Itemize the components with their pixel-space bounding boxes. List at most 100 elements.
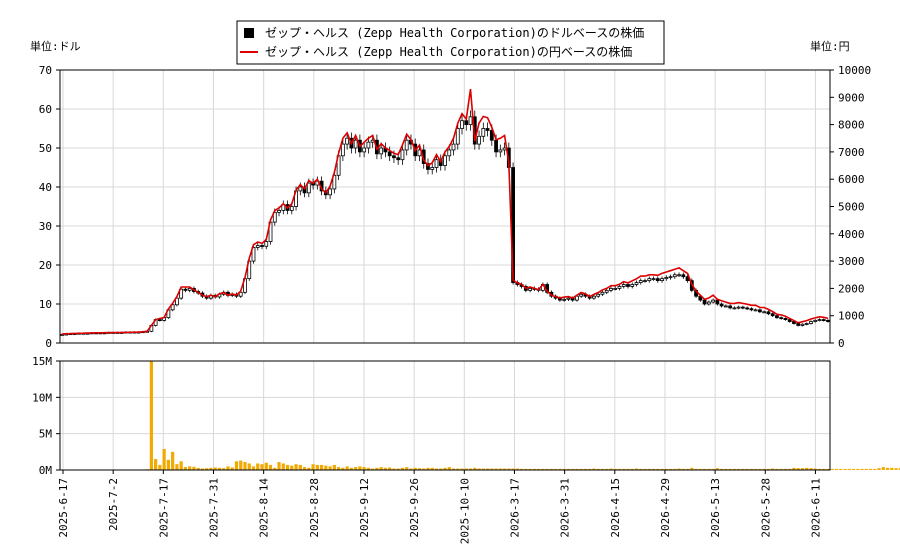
volume-bar	[162, 448, 166, 470]
volume-bar	[400, 467, 405, 470]
right-tick-label: 6000	[838, 173, 865, 186]
candle-body	[392, 155, 396, 159]
volume-axis-ticks: 0M 5M 10M 15M	[32, 355, 60, 477]
left-tick-label: 30	[39, 220, 52, 233]
volume-bar	[873, 468, 877, 470]
volume-bar	[805, 467, 809, 470]
candle-body	[255, 245, 260, 248]
volume-bar	[413, 467, 417, 470]
candle-body	[298, 186, 303, 192]
candle-body	[489, 130, 494, 141]
volume-bar	[485, 468, 490, 470]
volume-bar	[383, 467, 388, 470]
candle-body	[753, 309, 758, 312]
volume-bar	[643, 468, 647, 470]
volume-plot-frame	[59, 360, 831, 471]
x-tick-label: 2025-10-10	[458, 478, 471, 544]
volume-bar	[371, 468, 375, 470]
candle-body	[596, 293, 601, 297]
volume-bar	[341, 467, 345, 470]
volume-bar	[200, 468, 205, 470]
volume-bar	[537, 468, 541, 470]
candle-body	[651, 278, 656, 281]
candle-body	[455, 128, 460, 145]
right-axis-unit-label: 単位:円	[810, 39, 850, 53]
candle-body	[366, 141, 371, 149]
candle-body	[766, 311, 771, 315]
candle-body	[157, 319, 162, 322]
right-tick-label: 3000	[838, 255, 865, 268]
volume-bar	[571, 468, 575, 470]
volume-bar	[890, 467, 894, 470]
volume-bar	[375, 467, 379, 470]
candle-body	[609, 287, 613, 291]
volume-bar	[660, 468, 664, 470]
x-tick-label: 2026-3-17	[508, 478, 521, 538]
volume-bar	[183, 467, 188, 470]
volume-bar	[311, 464, 315, 470]
volume-bar	[294, 464, 298, 470]
left-tick-label: 0	[45, 337, 52, 350]
volume-bar	[788, 468, 792, 470]
volume-bar	[324, 465, 328, 470]
volume-bar	[332, 464, 336, 470]
volume-bar	[600, 468, 605, 470]
candle-body	[175, 297, 179, 306]
volume-bar	[826, 468, 830, 470]
volume-bar	[213, 467, 217, 470]
volume-bar	[605, 468, 609, 470]
volume-bar	[745, 468, 749, 470]
volume-bar	[319, 464, 324, 470]
volume-bar	[711, 468, 715, 470]
volume-bar	[222, 468, 226, 470]
candle-body	[468, 116, 473, 126]
volume-bar	[430, 467, 434, 470]
volume-bar	[775, 468, 779, 470]
candle-body	[783, 318, 788, 320]
volume-tick-label: 10M	[32, 391, 52, 404]
right-tick-label: 9000	[838, 91, 865, 104]
right-tick-label: 0	[838, 337, 845, 350]
volume-bar	[817, 468, 822, 470]
candle-body	[277, 209, 281, 213]
volume-bar	[762, 468, 766, 470]
candle-body	[345, 137, 350, 145]
x-tick-label: 2025-9-12	[358, 478, 371, 538]
candle-body	[728, 305, 733, 309]
volume-bar	[447, 467, 451, 470]
volume-bar	[562, 468, 566, 470]
right-axis-ticks: 0 1000 2000 3000 4000 5000 6000 7000 8000 9000 100…	[830, 64, 871, 350]
volume-bar	[405, 467, 409, 470]
volume-bar	[337, 467, 341, 470]
candle-body	[289, 206, 294, 211]
volume-bar	[422, 468, 426, 470]
volume-bar	[507, 468, 511, 470]
volume-bar	[856, 468, 860, 470]
candle-body	[387, 151, 392, 157]
left-axis-ticks: 0 10 20 30 40 50 60 70	[39, 64, 60, 350]
volume-bar	[554, 468, 558, 470]
candle-body	[638, 280, 643, 283]
volume-bar	[728, 468, 732, 470]
usd-candlesticks	[60, 110, 830, 336]
volume-bar	[520, 468, 524, 470]
volume-bar	[260, 464, 264, 470]
volume-bar	[290, 465, 294, 470]
volume-bar	[281, 463, 285, 470]
volume-bar	[877, 468, 881, 470]
volume-bar	[613, 468, 617, 470]
volume-bar	[881, 467, 885, 470]
volume-bar	[277, 462, 281, 470]
volume-bar	[771, 468, 775, 470]
volume-bar	[579, 468, 583, 470]
candle-body	[821, 319, 826, 322]
volume-bar	[609, 468, 613, 470]
volume-bar	[230, 467, 234, 470]
candle-body	[362, 147, 367, 153]
volume-grid	[60, 360, 830, 471]
volume-bar	[149, 361, 153, 470]
volume-bar	[830, 468, 834, 470]
candle-body	[430, 167, 435, 170]
volume-bar	[702, 468, 707, 470]
